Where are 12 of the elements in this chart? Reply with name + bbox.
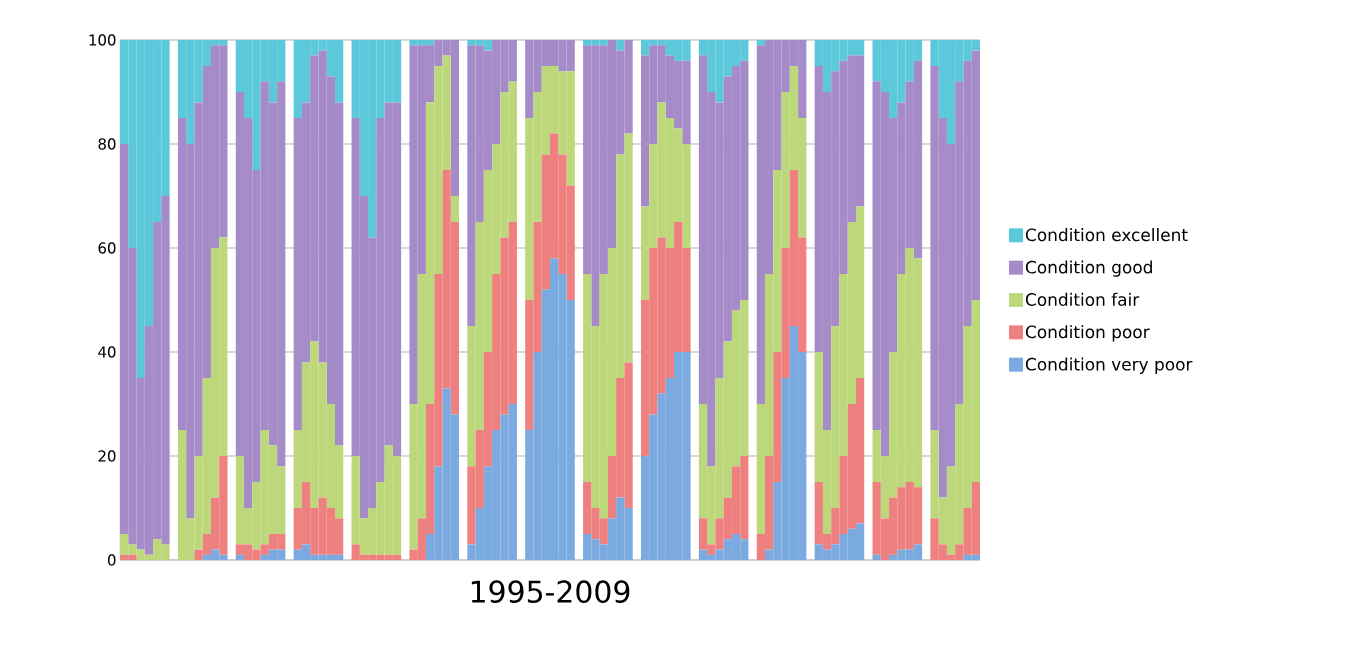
- y-tick-label: 0: [107, 554, 116, 566]
- legend-label: Condition excellent: [1025, 228, 1188, 242]
- y-tick-label: 20: [98, 450, 116, 462]
- y-tick-label: 80: [98, 138, 116, 150]
- y-tick-label: 100: [89, 34, 116, 46]
- legend-label: Condition good: [1025, 260, 1152, 277]
- x-axis-title: 1995-2009: [471, 580, 630, 603]
- y-tick-label: 60: [98, 242, 116, 254]
- legend-label: Condition poor: [1025, 325, 1150, 342]
- legend-label: Condition fair: [1025, 292, 1140, 306]
- legend-label: Condition very poor: [1025, 357, 1193, 374]
- y-tick-label: 40: [98, 346, 116, 358]
